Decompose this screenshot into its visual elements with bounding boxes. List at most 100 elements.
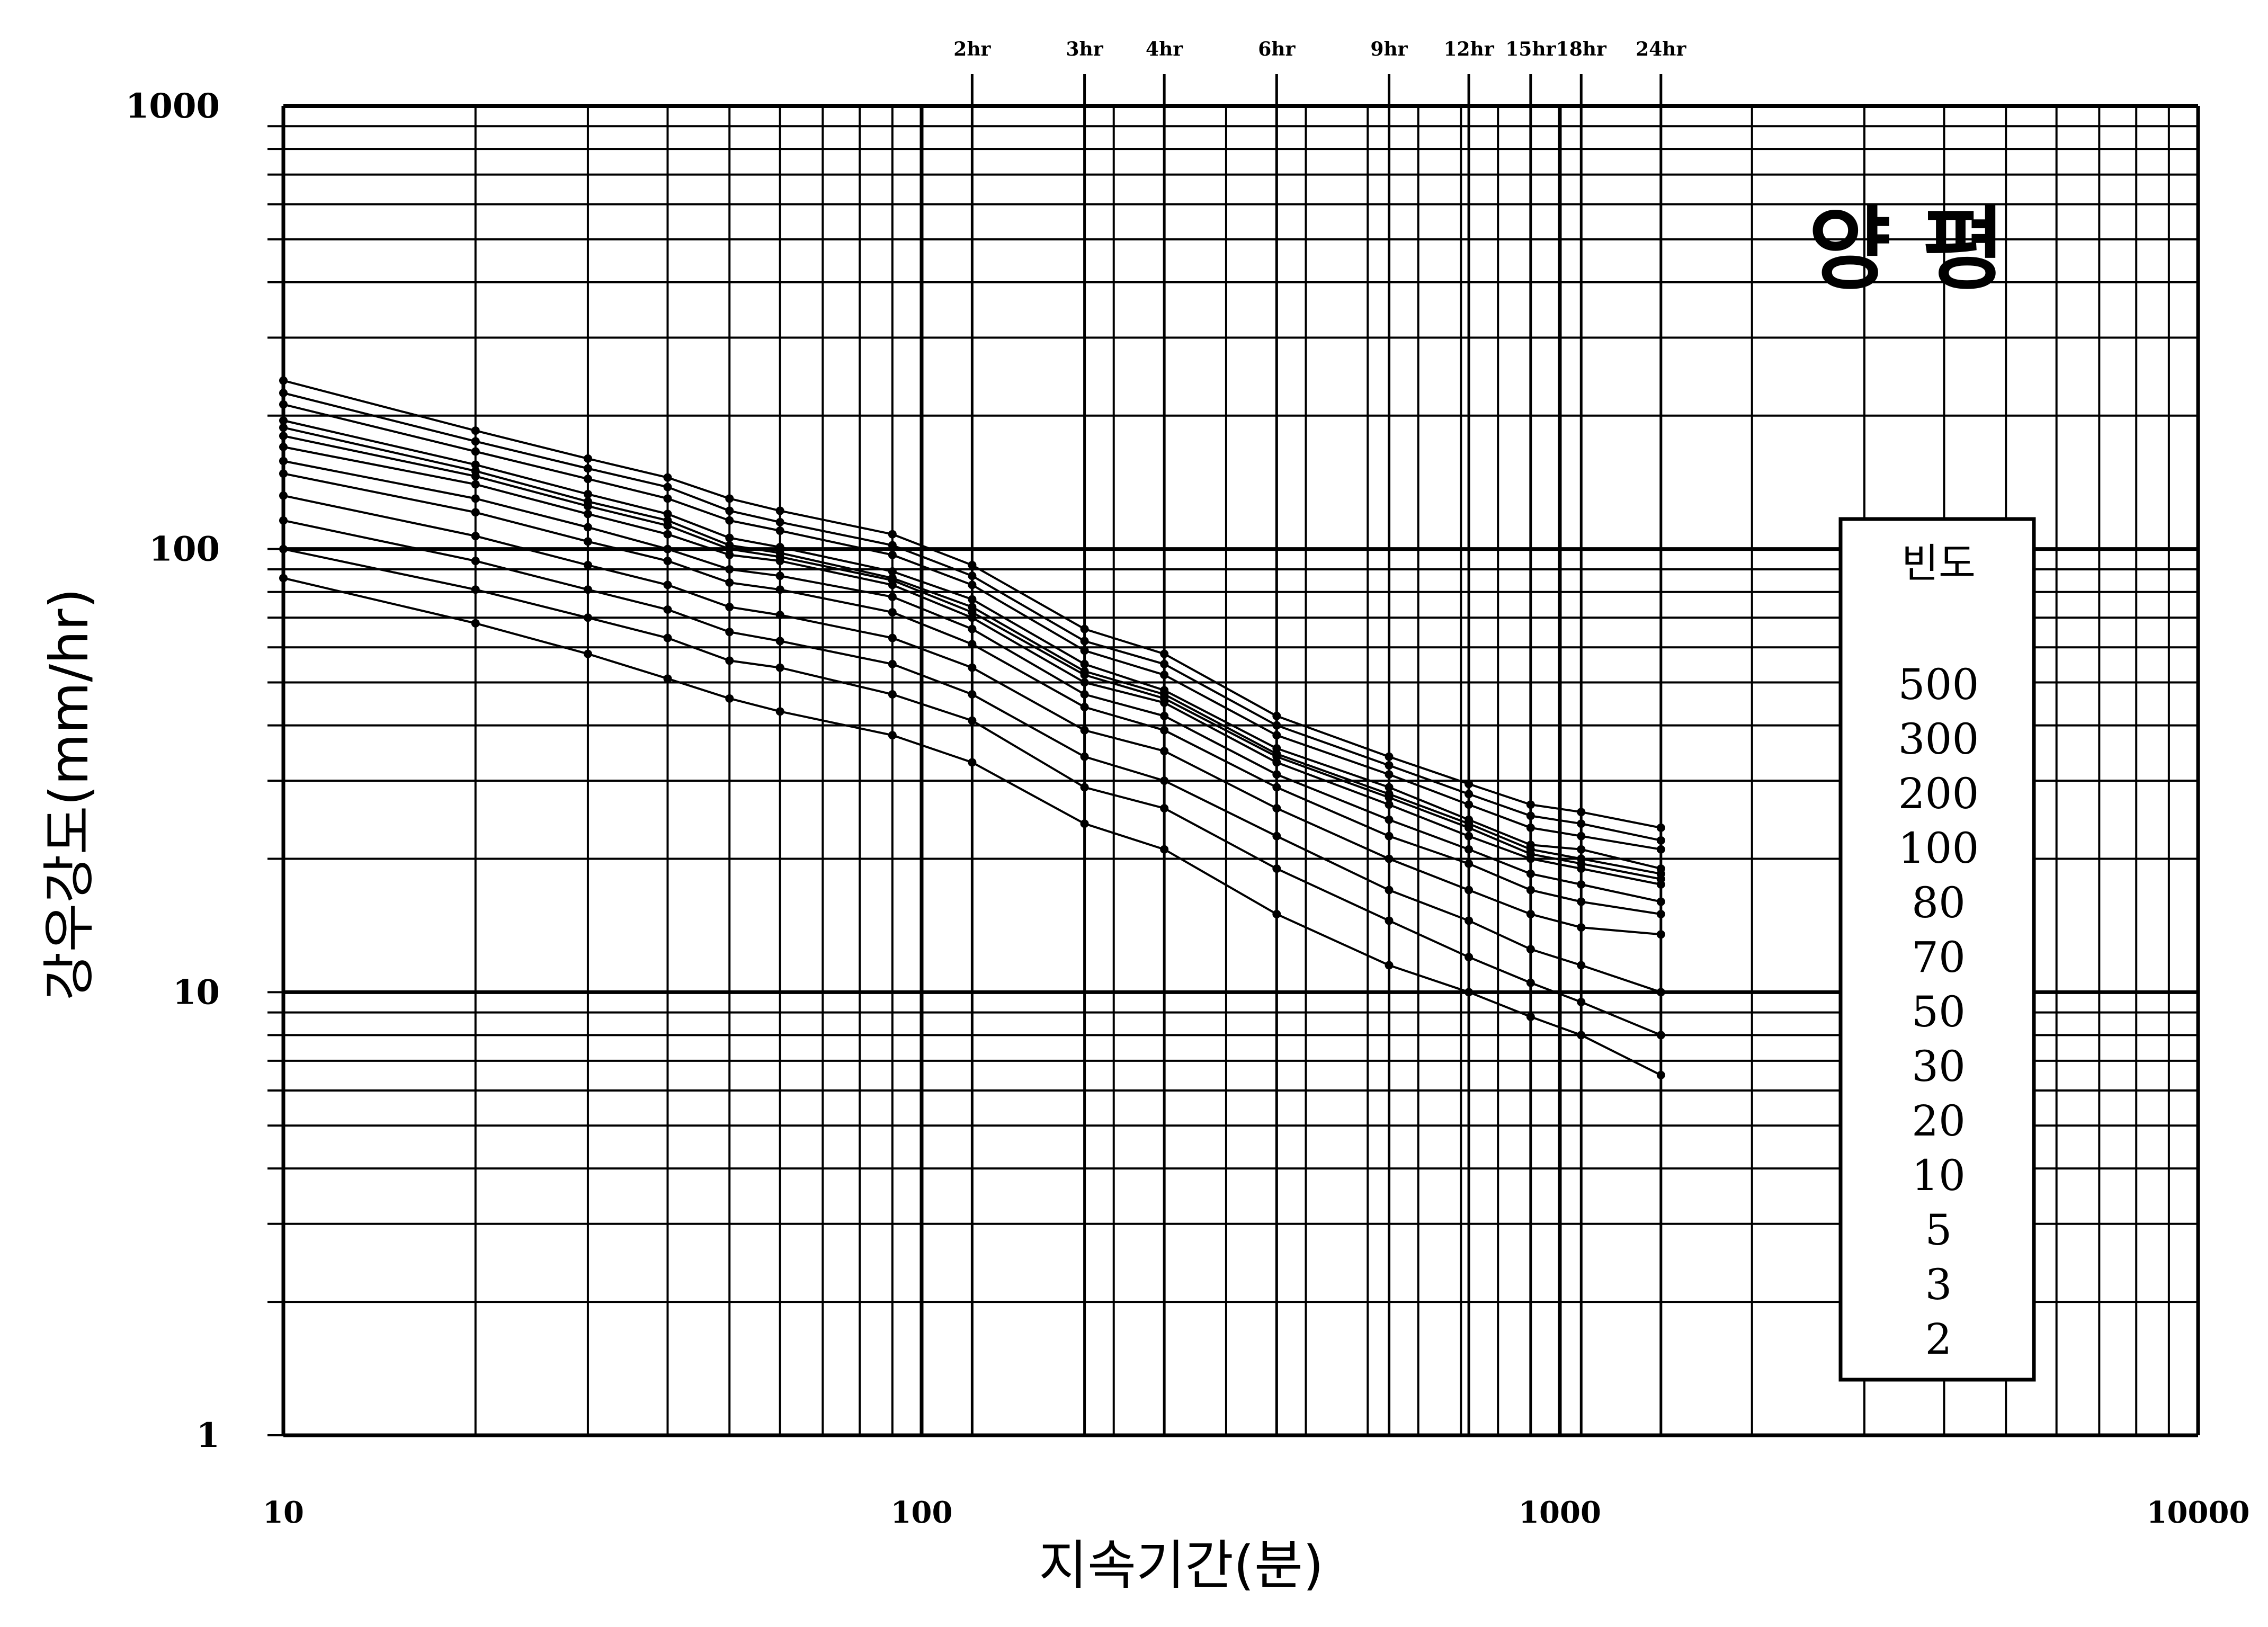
data-point — [968, 663, 977, 672]
data-point — [471, 619, 480, 628]
data-point — [1080, 671, 1089, 680]
data-point — [279, 491, 288, 500]
legend-item: 80 — [1912, 878, 1966, 927]
x-tick-label: 1000 — [1519, 1495, 1601, 1530]
series-line — [283, 472, 1662, 915]
data-point — [1656, 988, 1665, 997]
series-line — [283, 403, 1662, 851]
series-line — [283, 419, 1662, 870]
data-point — [1272, 721, 1281, 730]
duration-tick-label: 24hr — [1636, 38, 1686, 60]
data-point — [1160, 671, 1169, 680]
series-group — [279, 376, 1665, 1079]
legend-item: 100 — [1898, 824, 1979, 873]
legend-item: 500 — [1898, 660, 1979, 709]
data-point — [279, 574, 288, 583]
data-point — [583, 537, 592, 546]
legend-box — [1838, 517, 2036, 1382]
series-300 — [279, 389, 1665, 845]
data-point — [663, 674, 672, 683]
data-point — [1160, 649, 1169, 658]
series-line — [283, 577, 1662, 1076]
data-point — [471, 460, 480, 469]
data-point — [775, 611, 784, 620]
data-point — [1465, 886, 1474, 895]
data-point — [1385, 916, 1394, 925]
data-point — [1526, 1012, 1535, 1021]
data-point — [725, 578, 734, 587]
data-point — [583, 585, 592, 594]
data-point — [471, 480, 480, 489]
data-point — [725, 565, 734, 574]
data-point — [1385, 793, 1394, 802]
data-point — [1465, 859, 1474, 868]
data-point — [1656, 1031, 1665, 1040]
data-point — [775, 585, 784, 594]
data-point — [583, 502, 592, 511]
series-30 — [279, 457, 1665, 906]
y-tick-label: 1 — [196, 1416, 220, 1455]
data-point — [725, 544, 734, 553]
data-point — [1465, 953, 1474, 962]
data-point — [663, 544, 672, 553]
data-point — [1656, 1070, 1665, 1079]
duration-tick-label: 18hr — [1556, 38, 1607, 60]
data-point — [1272, 783, 1281, 792]
data-point — [888, 608, 897, 617]
data-point — [279, 432, 288, 441]
data-point — [663, 605, 672, 614]
duration-tick-label: 12hr — [1443, 38, 1494, 60]
data-point — [725, 506, 734, 515]
data-point — [663, 633, 672, 642]
data-point — [583, 464, 592, 473]
series-3 — [279, 544, 1665, 1040]
data-point — [583, 454, 592, 463]
data-point — [1272, 910, 1281, 919]
legend-item: 20 — [1912, 1096, 1966, 1146]
data-point — [279, 416, 288, 425]
data-point — [663, 509, 672, 519]
data-point — [1526, 978, 1535, 987]
duration-tick-label: 15hr — [1505, 38, 1556, 60]
series-50 — [279, 442, 1665, 889]
data-point — [1465, 832, 1474, 841]
data-point — [1160, 747, 1169, 756]
data-point — [1465, 780, 1474, 789]
data-point — [583, 509, 592, 519]
data-point — [1577, 832, 1586, 841]
data-point — [888, 530, 897, 539]
data-point — [1577, 864, 1586, 873]
series-100 — [279, 416, 1665, 873]
data-point — [888, 592, 897, 601]
series-200 — [279, 400, 1665, 854]
data-point — [1160, 659, 1169, 668]
data-point — [1385, 752, 1394, 761]
duration-tick-label: 3hr — [1066, 38, 1104, 60]
data-point — [1080, 752, 1089, 761]
series-line — [283, 519, 1662, 994]
data-point — [968, 624, 977, 633]
data-point — [663, 580, 672, 589]
data-point — [888, 633, 897, 642]
legend-item: 300 — [1898, 714, 1979, 764]
data-point — [968, 716, 977, 725]
data-point — [968, 690, 977, 699]
legend-item: 50 — [1912, 987, 1966, 1036]
legend-items: 500 300 200 100 80 70 50 30 20 10 5 3 2 — [1898, 660, 1979, 1364]
data-point — [775, 637, 784, 646]
data-point — [1160, 845, 1169, 854]
series-500 — [279, 376, 1665, 832]
data-point — [1577, 961, 1586, 970]
data-point — [1080, 690, 1089, 699]
data-point — [1080, 702, 1089, 711]
data-point — [775, 506, 784, 515]
data-point — [471, 585, 480, 594]
data-point — [471, 532, 480, 541]
data-point — [775, 517, 784, 526]
data-point — [1272, 770, 1281, 779]
data-point — [1656, 880, 1665, 889]
y-tick-label: 100 — [149, 530, 220, 569]
data-point — [725, 628, 734, 637]
data-point — [1385, 800, 1394, 809]
duration-tick-label: 9hr — [1370, 38, 1408, 60]
